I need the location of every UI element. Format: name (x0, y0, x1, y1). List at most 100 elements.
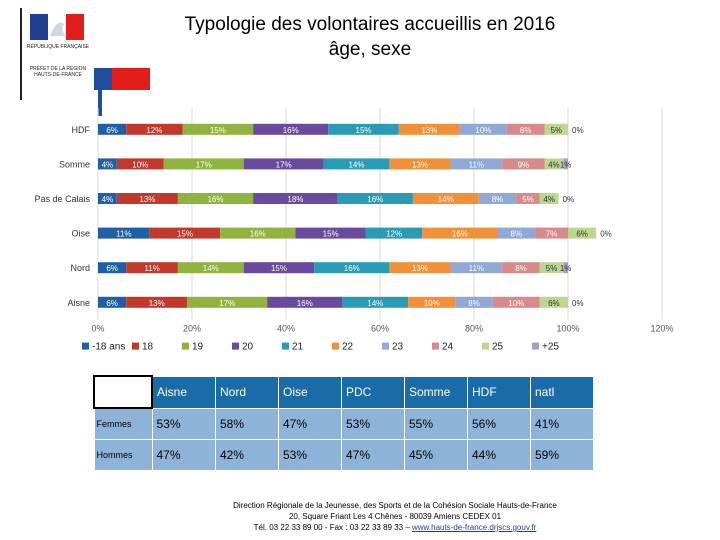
data-label: 6% (576, 230, 588, 239)
data-label: 0% (572, 299, 584, 308)
legend-label: 20 (242, 342, 254, 353)
bar-segment (328, 123, 399, 135)
data-label: 4% (102, 195, 114, 204)
data-label: 16% (250, 230, 266, 239)
table-row: Femmes 53% 58% 47% 53% 55% 56% 41% (93, 407, 594, 440)
table-cell: 53% (151, 407, 216, 440)
column-header: Oise (278, 375, 342, 409)
bar-segment (389, 262, 451, 274)
data-label: 10% (508, 299, 524, 308)
bar-segment (502, 158, 545, 170)
data-label: 16% (367, 195, 383, 204)
bar-segment (408, 296, 456, 308)
bar-segment (243, 262, 315, 274)
data-label: 16% (452, 230, 468, 239)
data-label: 6% (106, 299, 118, 308)
footer-website-link[interactable]: www.hauts-de-france.drjscs.gouv.fr (412, 523, 537, 532)
table-cell: 47% (341, 439, 405, 471)
data-label: 10% (475, 126, 491, 135)
bar-segment (422, 227, 498, 239)
legend-label: 19 (192, 342, 204, 353)
bar-segment (253, 123, 329, 135)
x-tick-label: 120% (650, 324, 673, 334)
bar-segment (389, 158, 451, 170)
column-header: Somme (404, 375, 468, 409)
data-label: 15% (356, 126, 372, 135)
table-cell: 47% (278, 407, 342, 440)
bar-segment (450, 262, 503, 274)
footer: Direction Régionale de la Jeunesse, des … (180, 500, 610, 533)
data-label: 11% (469, 264, 484, 273)
bar-segment (182, 123, 254, 135)
category-label: Nord (70, 263, 90, 273)
data-label: 8% (520, 126, 532, 135)
legend-label: 22 (342, 342, 354, 353)
data-label: 11% (116, 230, 131, 239)
data-label: 14% (203, 264, 219, 273)
decor-blue-band (94, 68, 112, 90)
table-cell: 42% (215, 439, 279, 471)
x-tick-label: 80% (465, 324, 483, 334)
data-label: 15% (177, 230, 193, 239)
table-row: Hommes 47% 42% 53% 47% 45% 44% 59% (93, 439, 594, 471)
bar-segment (163, 158, 244, 170)
data-label: 0% (563, 195, 575, 204)
row-label: Femmes (93, 407, 153, 440)
legend-swatch (232, 342, 239, 350)
category-label: HDF (72, 125, 91, 135)
table-cell: 56% (467, 407, 531, 440)
data-label: 18% (287, 195, 303, 204)
bar-segment (568, 227, 597, 239)
row-label: Hommes (93, 439, 153, 471)
column-header: PDC (341, 375, 405, 409)
data-label: 9% (518, 160, 530, 169)
bar-segment (98, 123, 127, 135)
data-label: 16% (283, 126, 299, 135)
data-label: 12% (386, 230, 402, 239)
bar-segment (126, 262, 178, 274)
data-label: 13% (139, 195, 155, 204)
data-label: 1% (560, 160, 572, 169)
bar-segment (455, 296, 493, 308)
bar-segment (450, 158, 503, 170)
data-label: 12% (146, 126, 162, 135)
bar-segment (478, 193, 517, 204)
data-label: 5% (550, 126, 562, 135)
legend-label: 25 (492, 342, 504, 353)
data-label: 4% (102, 160, 114, 169)
data-label: 10% (132, 160, 148, 169)
bar-segment (539, 193, 559, 204)
legend-swatch (132, 342, 139, 350)
data-label: 14% (348, 160, 364, 169)
data-label: 16% (297, 299, 313, 308)
legend-swatch (182, 342, 189, 350)
bar-segment (544, 158, 564, 170)
data-label: 11% (144, 264, 159, 273)
marianne-icon (30, 14, 84, 40)
data-label: 0% (600, 230, 612, 239)
data-label: 13% (412, 264, 428, 273)
table-cell: 58% (215, 407, 279, 440)
bar-segment (398, 123, 460, 135)
bar-segment (267, 296, 343, 308)
bar-segment (459, 123, 507, 135)
bar-segment (187, 296, 268, 308)
bar-segment (506, 123, 545, 135)
data-label: 5% (522, 195, 534, 204)
data-label: 10% (424, 299, 440, 308)
data-label: 17% (196, 160, 212, 169)
bar-segment (412, 193, 479, 204)
footer-contact: Tél. 03 22 33 89 00 - Fax : 03 22 33 89 … (253, 523, 412, 532)
data-label: 8% (515, 264, 527, 273)
x-tick-label: 60% (371, 324, 389, 334)
bar-segment (365, 227, 423, 239)
data-label: 13% (412, 160, 428, 169)
legend-label: +25 (542, 342, 559, 353)
table-cell: 47% (151, 439, 216, 471)
data-label: 8% (511, 230, 523, 239)
legend-swatch (82, 342, 89, 350)
footer-line-2: 20, Square Friant Les 4 Chênes - 80039 A… (288, 512, 502, 521)
table-cell: 45% (404, 439, 468, 471)
category-label: Somme (59, 159, 90, 169)
column-header: HDF (467, 375, 531, 409)
